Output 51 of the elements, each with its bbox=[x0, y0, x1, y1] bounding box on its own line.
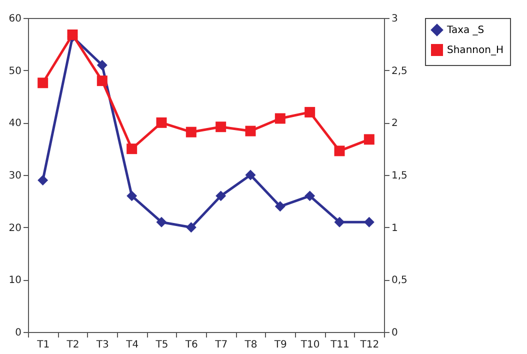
point bbox=[186, 222, 196, 233]
point bbox=[304, 190, 316, 202]
y2-tick-label: 0,5 bbox=[392, 275, 408, 286]
point bbox=[126, 144, 138, 154]
point bbox=[186, 126, 196, 138]
point bbox=[216, 190, 226, 202]
point bbox=[216, 122, 226, 132]
x-tick-label: T12 bbox=[359, 340, 380, 350]
x-tick-label: T10 bbox=[300, 340, 320, 350]
point bbox=[274, 201, 286, 212]
y2-tick-label: 2,5 bbox=[392, 66, 408, 77]
x-tick-label: T5 bbox=[154, 340, 168, 350]
legend-label: Shannon_H bbox=[447, 45, 504, 56]
point bbox=[96, 60, 108, 70]
x-tick-label: T9 bbox=[273, 340, 287, 350]
y-tick-label: 20 bbox=[8, 222, 22, 234]
legend-label: Taxa _S bbox=[446, 25, 484, 36]
y2-tick-label: 3 bbox=[392, 14, 398, 24]
point bbox=[274, 113, 286, 124]
point bbox=[364, 134, 374, 145]
point bbox=[245, 126, 256, 136]
x-tick-label: T7 bbox=[214, 340, 228, 350]
point bbox=[156, 117, 167, 128]
x-tick-label: T1 bbox=[36, 340, 50, 350]
point bbox=[126, 190, 138, 202]
point bbox=[156, 216, 167, 228]
y-tick-label: 10 bbox=[8, 275, 22, 286]
y2-tick-label: 1,5 bbox=[392, 170, 408, 182]
x-tick-label: T3 bbox=[95, 340, 109, 350]
x-tick-label: T11 bbox=[330, 340, 350, 350]
x-tick-label: T6 bbox=[184, 340, 198, 350]
x-tick-label: T4 bbox=[125, 340, 139, 350]
point bbox=[334, 146, 345, 156]
point bbox=[304, 106, 316, 118]
x-tick-label: T8 bbox=[244, 340, 258, 350]
y2-tick-label: 1 bbox=[392, 222, 398, 234]
point bbox=[334, 216, 345, 228]
point bbox=[67, 30, 78, 40]
y-tick-label: 0 bbox=[15, 328, 22, 338]
x-tick-label: T2 bbox=[66, 340, 80, 350]
y2-tick-label: 2 bbox=[392, 118, 398, 130]
y-tick-label: 50 bbox=[8, 66, 22, 77]
y-tick-label: 60 bbox=[8, 14, 22, 24]
y-tick-label: 40 bbox=[8, 118, 22, 130]
point bbox=[38, 174, 48, 186]
y2-tick-label: 0 bbox=[392, 328, 398, 338]
point bbox=[38, 78, 48, 88]
point bbox=[364, 216, 374, 228]
point bbox=[245, 170, 256, 180]
y-tick-label: 30 bbox=[8, 170, 22, 182]
point bbox=[96, 76, 108, 86]
